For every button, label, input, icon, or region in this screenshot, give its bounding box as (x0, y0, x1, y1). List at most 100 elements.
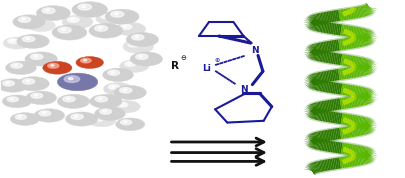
Circle shape (98, 98, 102, 100)
Circle shape (11, 40, 14, 41)
Circle shape (6, 82, 9, 84)
Circle shape (103, 15, 107, 17)
Circle shape (123, 89, 126, 91)
Circle shape (26, 80, 30, 82)
Circle shape (126, 32, 158, 47)
Circle shape (30, 54, 43, 59)
Circle shape (71, 114, 83, 119)
Circle shape (111, 86, 115, 87)
Circle shape (111, 72, 114, 73)
Circle shape (42, 112, 46, 114)
Circle shape (26, 91, 56, 104)
Circle shape (81, 6, 85, 7)
Circle shape (92, 117, 103, 121)
Circle shape (66, 98, 70, 100)
Circle shape (81, 58, 91, 63)
Circle shape (78, 4, 91, 10)
Circle shape (139, 56, 143, 57)
Circle shape (94, 107, 125, 121)
Text: N: N (250, 46, 258, 55)
Circle shape (10, 98, 14, 100)
Circle shape (17, 77, 49, 91)
Circle shape (130, 52, 162, 66)
Circle shape (88, 115, 115, 127)
Circle shape (135, 36, 139, 38)
Circle shape (100, 14, 111, 19)
Circle shape (34, 109, 64, 122)
Circle shape (15, 115, 26, 119)
Circle shape (26, 38, 30, 40)
Circle shape (120, 24, 131, 29)
Circle shape (127, 63, 131, 64)
Circle shape (11, 63, 22, 68)
Circle shape (95, 96, 107, 102)
Circle shape (64, 76, 79, 82)
Circle shape (90, 94, 122, 108)
Circle shape (102, 68, 133, 82)
Circle shape (83, 60, 86, 61)
Circle shape (89, 23, 123, 38)
Circle shape (39, 111, 51, 116)
Circle shape (65, 112, 98, 126)
Circle shape (68, 78, 73, 80)
Text: R: R (170, 61, 178, 71)
Circle shape (135, 54, 147, 59)
Text: N: N (239, 85, 247, 93)
Circle shape (63, 96, 75, 102)
Circle shape (74, 116, 78, 117)
Circle shape (119, 88, 132, 93)
Circle shape (6, 61, 36, 75)
Circle shape (123, 40, 153, 53)
Circle shape (117, 102, 127, 107)
Circle shape (114, 13, 118, 15)
Circle shape (17, 34, 49, 48)
Circle shape (96, 12, 124, 25)
Circle shape (35, 22, 38, 24)
Circle shape (27, 19, 55, 32)
Circle shape (51, 65, 54, 66)
Circle shape (22, 36, 34, 42)
Circle shape (3, 81, 14, 86)
Circle shape (62, 15, 93, 29)
Circle shape (105, 9, 139, 24)
Circle shape (119, 104, 123, 105)
Circle shape (57, 73, 98, 91)
Circle shape (70, 19, 74, 20)
Circle shape (111, 11, 124, 17)
Circle shape (31, 93, 43, 98)
Circle shape (62, 29, 66, 30)
Circle shape (108, 70, 119, 75)
Circle shape (34, 56, 37, 57)
Circle shape (43, 61, 72, 74)
Circle shape (42, 8, 55, 14)
Circle shape (128, 42, 139, 47)
Circle shape (32, 21, 43, 26)
Circle shape (18, 17, 30, 22)
Circle shape (36, 6, 70, 20)
Text: ⊖: ⊖ (180, 55, 186, 61)
Circle shape (2, 95, 31, 108)
Circle shape (14, 64, 17, 66)
Circle shape (34, 95, 38, 96)
Circle shape (103, 110, 106, 112)
Text: ⊕: ⊕ (214, 58, 219, 63)
Circle shape (7, 97, 18, 102)
Circle shape (114, 85, 146, 100)
Circle shape (8, 39, 18, 43)
Circle shape (96, 118, 98, 119)
Circle shape (119, 60, 148, 72)
Circle shape (112, 100, 140, 113)
Circle shape (3, 37, 30, 49)
Circle shape (0, 79, 28, 92)
Circle shape (48, 63, 59, 68)
Circle shape (94, 25, 107, 31)
Circle shape (25, 52, 57, 66)
Circle shape (72, 2, 107, 17)
Circle shape (76, 56, 103, 69)
Circle shape (22, 79, 34, 84)
Circle shape (21, 18, 26, 20)
Circle shape (108, 85, 119, 89)
Circle shape (120, 120, 131, 125)
Circle shape (18, 116, 22, 117)
Circle shape (131, 35, 143, 40)
